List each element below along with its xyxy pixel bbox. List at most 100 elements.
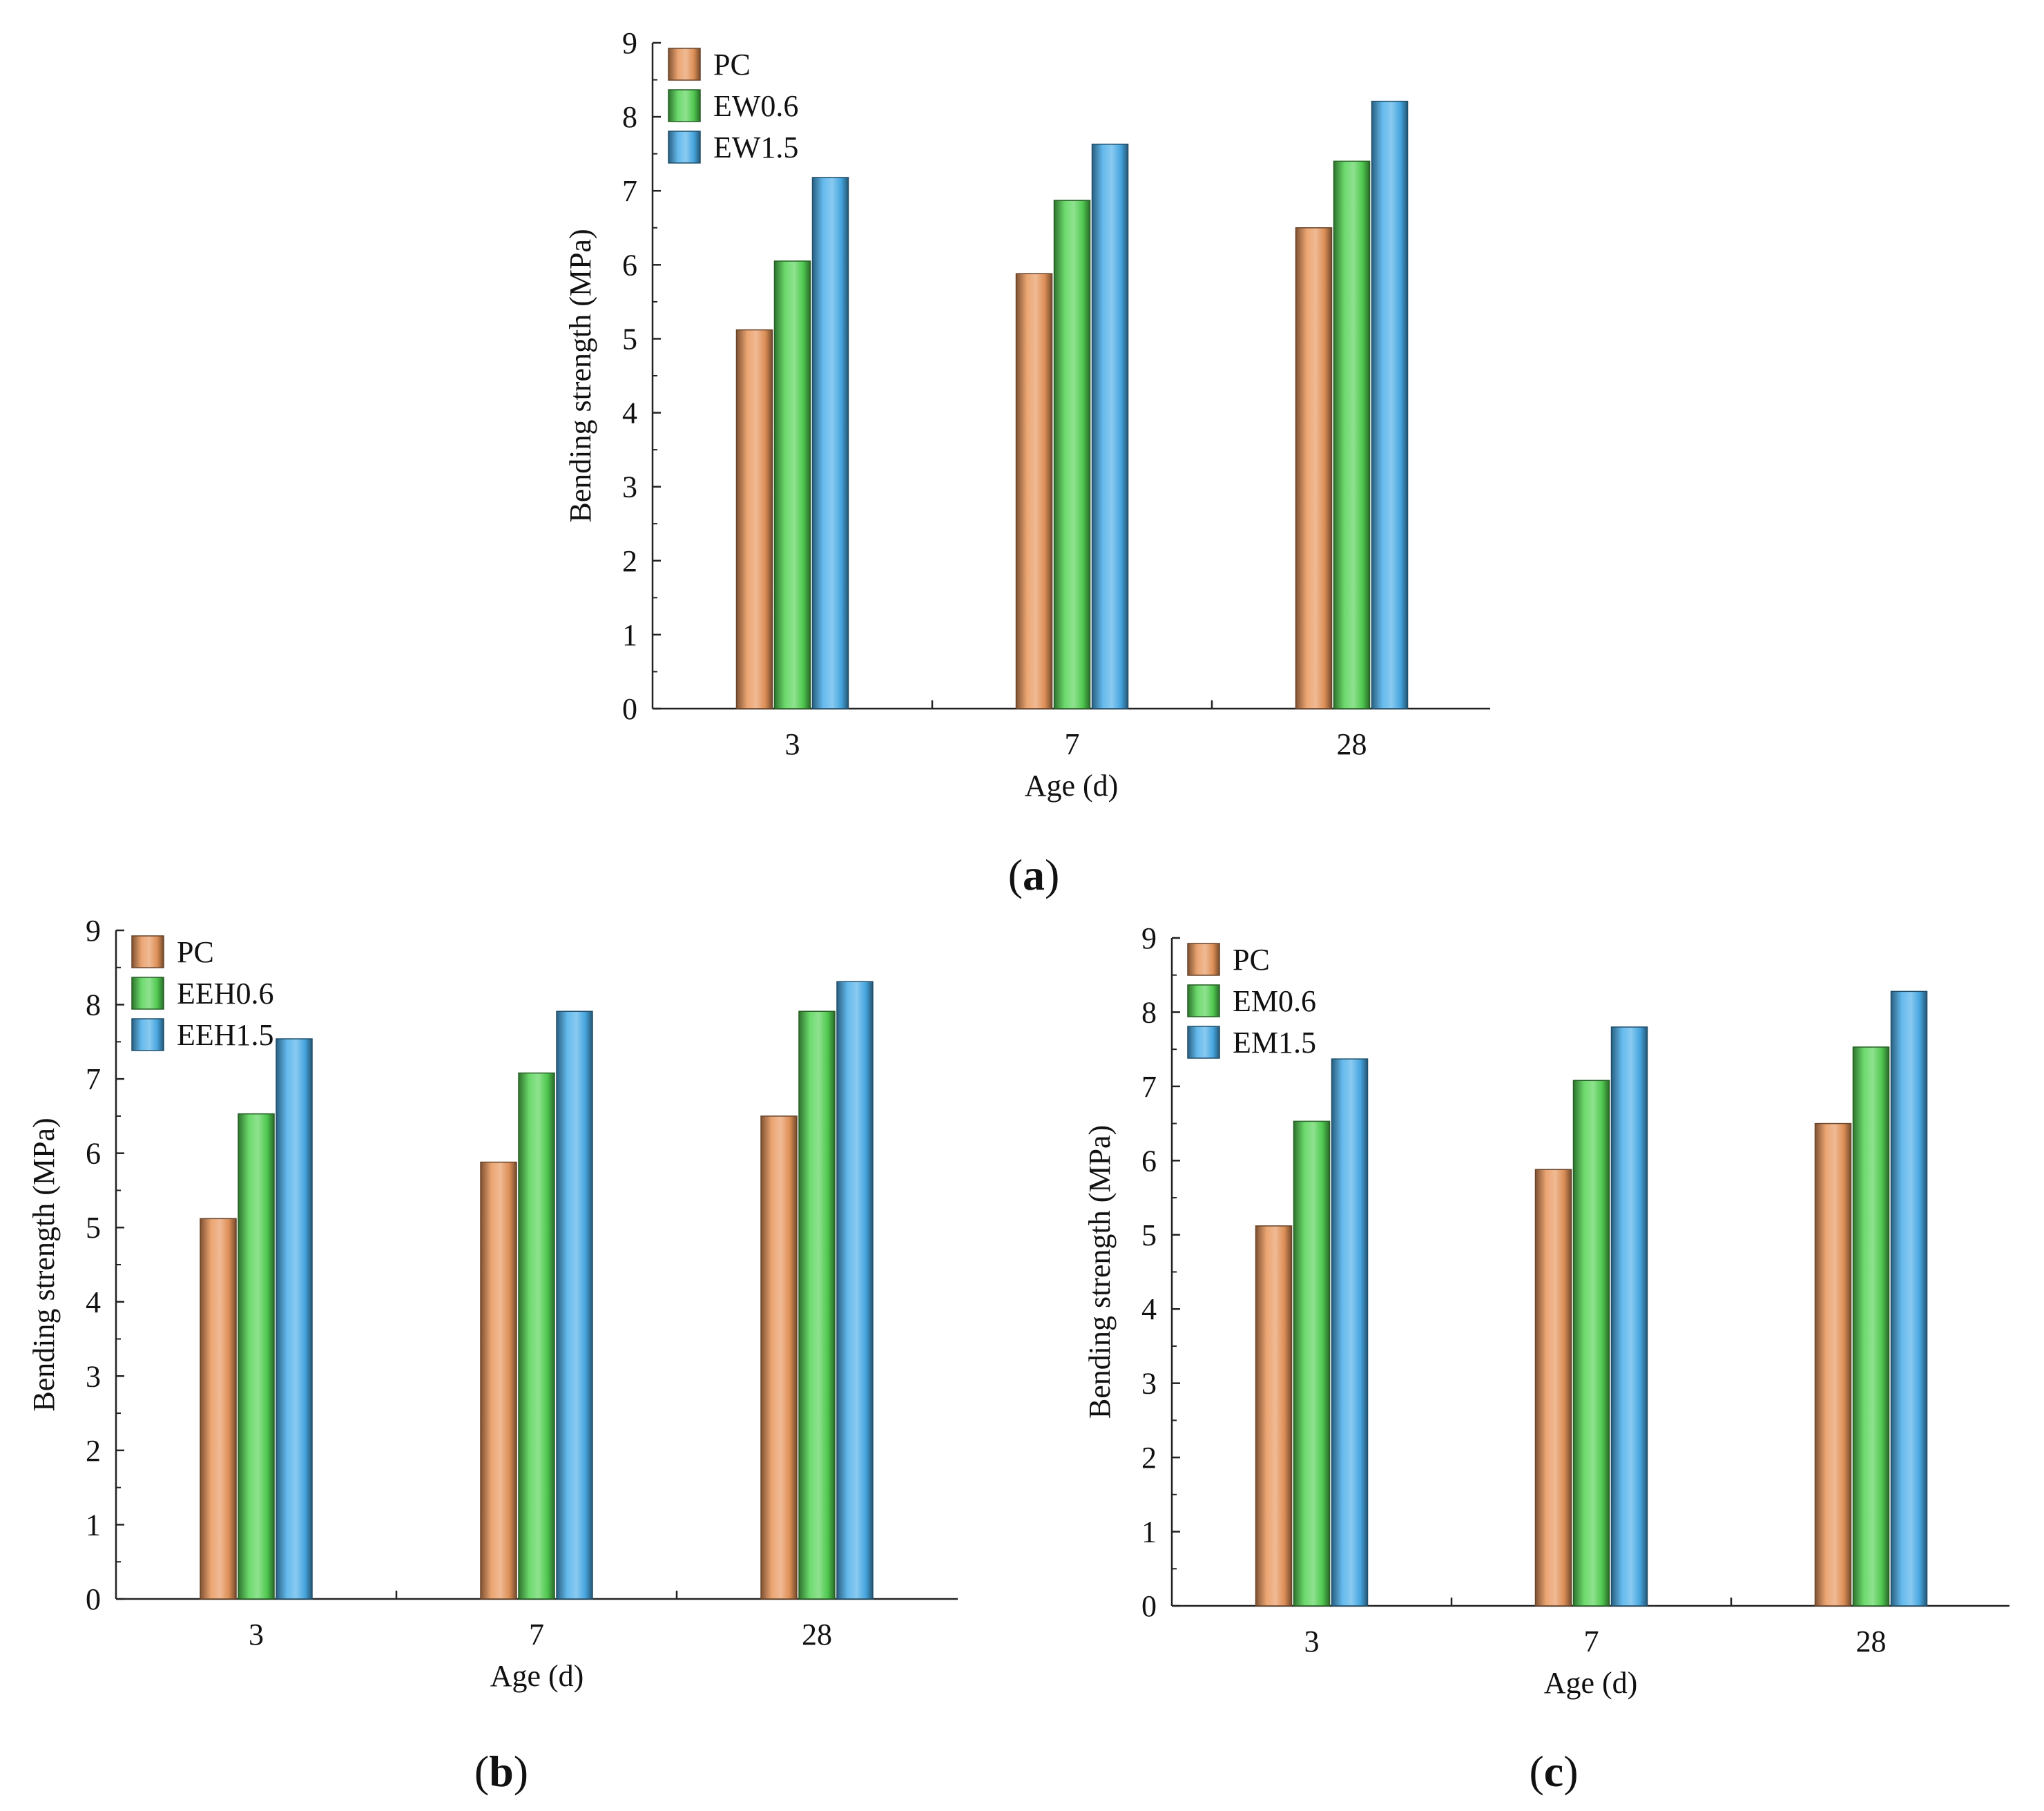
bar-EW0.6-3 <box>773 260 811 709</box>
y-tick-label: 0 <box>622 692 637 726</box>
chart-panel-a: 0 1 2 3 4 5 6 7 8 9 Bending strength (MPa) 3 7 28 Age … <box>563 26 1490 899</box>
legend-swatch-EW0.6 <box>668 89 701 122</box>
x-tick-label: 7 <box>529 1618 544 1651</box>
panel-label: (a) <box>1008 850 1060 899</box>
bar-EEH1.5-28 <box>836 981 874 1600</box>
y-tick-label: 4 <box>1141 1292 1157 1326</box>
bar-EM1.5-7 <box>1610 1026 1648 1607</box>
legend-swatch-EEH1.5 <box>131 1018 164 1051</box>
y-tick-label: 4 <box>86 1285 101 1319</box>
x-tick-label: 28 <box>1856 1625 1887 1658</box>
chart-panel-b: 0 1 2 3 4 5 6 7 8 9 Bending strength (MPa) 3 7 28 Age … <box>27 914 958 1796</box>
bar-PC-7 <box>1015 273 1053 709</box>
y-axis-label: Bending strength (MPa) <box>1083 1125 1117 1419</box>
bar-PC-28 <box>760 1115 798 1600</box>
legend-label-EEH0.6: EEH0.6 <box>177 977 274 1010</box>
bar-EEH1.5-7 <box>556 1010 593 1600</box>
y-tick-label: 6 <box>622 248 637 282</box>
y-tick-label: 1 <box>622 618 637 652</box>
y-tick-label: 6 <box>1141 1144 1157 1178</box>
y-tick-label: 5 <box>1141 1218 1157 1252</box>
y-tick-label: 9 <box>86 914 101 948</box>
legend: PC EEH0.6 EEH1.5 <box>131 935 274 1052</box>
bar-PC-3 <box>1255 1225 1293 1607</box>
bar-EW1.5-28 <box>1371 100 1409 709</box>
x-axis-label: Age (d) <box>1025 769 1119 803</box>
x-tick-label: 3 <box>249 1618 264 1651</box>
bar-EEH1.5-3 <box>276 1038 313 1600</box>
bar-EW0.6-7 <box>1053 200 1091 709</box>
y-tick-label: 1 <box>86 1508 101 1542</box>
y-tick-label: 1 <box>1141 1515 1157 1549</box>
y-tick-label: 8 <box>86 988 101 1022</box>
legend-label-PC: PC <box>177 935 214 969</box>
y-tick-label: 3 <box>622 470 637 504</box>
bar-EEH0.6-7 <box>518 1072 555 1600</box>
y-tick-label: 8 <box>622 100 637 134</box>
bar-EEH0.6-3 <box>238 1113 275 1600</box>
legend-swatch-PC <box>1187 943 1220 976</box>
y-tick-label: 7 <box>1141 1070 1157 1104</box>
x-axis-label: Age (d) <box>1544 1666 1638 1700</box>
x-tick-label: 3 <box>1304 1625 1320 1658</box>
bar-EW0.6-28 <box>1333 160 1371 709</box>
x-tick-label: 7 <box>1065 727 1080 761</box>
legend: PC EW0.6 EW1.5 <box>668 48 798 164</box>
legend-swatch-EM1.5 <box>1187 1026 1220 1059</box>
y-tick-label: 5 <box>622 322 637 356</box>
bar-EM1.5-28 <box>1890 990 1928 1607</box>
bar-PC-7 <box>480 1161 517 1600</box>
legend-label-EW0.6: EW0.6 <box>713 89 798 123</box>
x-tick-label: 3 <box>785 727 800 761</box>
bar-PC-7 <box>1534 1169 1572 1607</box>
bar-EW1.5-7 <box>1091 143 1129 709</box>
bar-EM0.6-3 <box>1293 1120 1331 1607</box>
panel-label: (b) <box>474 1747 528 1796</box>
chart-panel-c: 0 1 2 3 4 5 6 7 8 9 Bending strength (MPa) 3 7 28 Age … <box>1083 921 2009 1796</box>
y-tick-label: 3 <box>86 1359 101 1393</box>
y-tick-label: 5 <box>86 1211 101 1245</box>
legend-swatch-EM0.6 <box>1187 984 1220 1017</box>
bar-EEH0.6-28 <box>798 1010 836 1600</box>
y-axis-label: Bending strength (MPa) <box>27 1118 61 1411</box>
x-tick-label: 7 <box>1584 1625 1599 1658</box>
y-tick-label: 2 <box>1141 1441 1157 1475</box>
y-tick-label: 7 <box>622 174 637 208</box>
y-axis-label: Bending strength (MPa) <box>563 229 597 522</box>
bar-EM0.6-28 <box>1852 1046 1890 1607</box>
y-tick-label: 2 <box>86 1434 101 1468</box>
bar-PC-3 <box>200 1218 237 1600</box>
y-tick-label: 0 <box>1141 1589 1157 1623</box>
y-tick-label: 7 <box>86 1062 101 1096</box>
legend-swatch-PC <box>131 935 164 968</box>
x-tick-label: 28 <box>802 1618 832 1651</box>
bar-PC-28 <box>1814 1122 1852 1607</box>
y-tick-label: 9 <box>622 26 637 60</box>
legend-swatch-EW1.5 <box>668 131 701 164</box>
legend-label-PC: PC <box>1233 943 1270 977</box>
legend-swatch-PC <box>668 48 701 81</box>
y-tick-label: 9 <box>1141 921 1157 955</box>
panel-label: (c) <box>1529 1747 1578 1796</box>
legend-label-EM0.6: EM0.6 <box>1233 984 1316 1018</box>
bar-EM1.5-3 <box>1331 1058 1369 1607</box>
y-tick-label: 8 <box>1141 995 1157 1029</box>
legend: PC EM0.6 EM1.5 <box>1187 943 1316 1060</box>
y-tick-label: 4 <box>622 396 637 430</box>
bar-EW1.5-3 <box>811 177 849 709</box>
bar-EM0.6-7 <box>1572 1080 1610 1607</box>
legend-label-PC: PC <box>713 48 751 82</box>
y-tick-label: 0 <box>86 1582 101 1616</box>
y-tick-label: 2 <box>622 544 637 578</box>
bar-PC-3 <box>735 329 773 709</box>
legend-label-EW1.5: EW1.5 <box>713 131 798 164</box>
y-tick-label: 6 <box>86 1137 101 1171</box>
x-axis-label: Age (d) <box>490 1659 584 1693</box>
y-tick-label: 3 <box>1141 1367 1157 1401</box>
bar-PC-28 <box>1295 227 1333 709</box>
legend-label-EM1.5: EM1.5 <box>1233 1026 1316 1060</box>
legend-label-EEH1.5: EEH1.5 <box>177 1018 274 1052</box>
legend-swatch-EEH0.6 <box>131 977 164 1010</box>
x-tick-label: 28 <box>1337 727 1367 761</box>
